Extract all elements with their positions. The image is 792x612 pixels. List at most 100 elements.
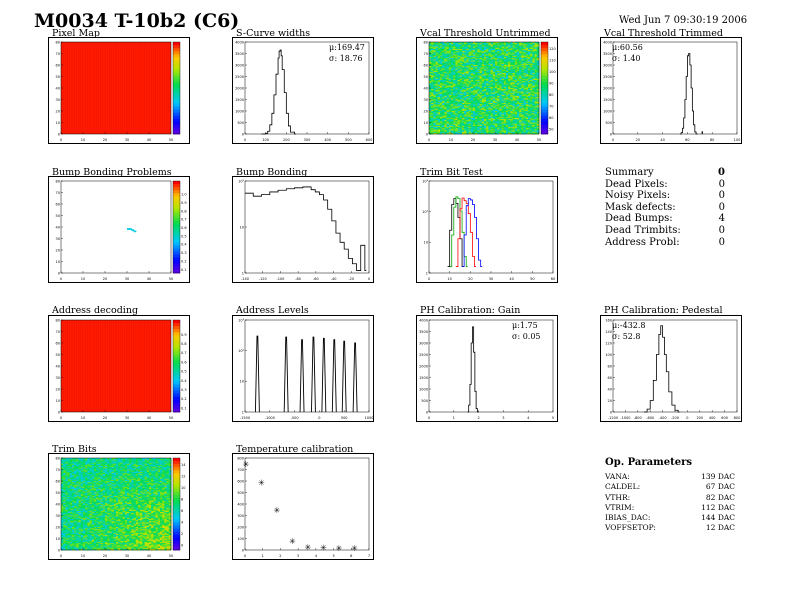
heatmap-cell xyxy=(435,74,439,76)
heatmap-cell xyxy=(486,117,489,120)
heatmap-cell xyxy=(448,121,452,123)
color-bar-segment xyxy=(173,75,180,80)
heatmap-cell xyxy=(503,77,507,80)
heatmap-cell xyxy=(67,461,71,463)
heatmap-cell xyxy=(512,129,516,131)
heatmap-cell xyxy=(528,96,531,98)
heatmap-cell xyxy=(440,61,443,63)
heatmap-cell xyxy=(437,125,441,128)
heatmap-cell xyxy=(429,68,432,70)
heatmap-cell xyxy=(466,70,469,73)
heatmap-cell xyxy=(517,96,520,98)
x-tick-label: 800 xyxy=(734,416,741,420)
heatmap-cell xyxy=(67,509,71,512)
heatmap-cell xyxy=(448,61,452,63)
heatmap-cell xyxy=(433,128,436,130)
heatmap-cell xyxy=(67,499,71,501)
heatmap-cell xyxy=(468,98,472,100)
heatmap-cell xyxy=(470,120,474,122)
heatmap-cell xyxy=(490,132,494,135)
heatmap-cell xyxy=(525,98,529,100)
heatmap-cell xyxy=(514,124,518,127)
heatmap-cell xyxy=(525,50,529,52)
heatmap-cell xyxy=(448,74,452,76)
heatmap-cell xyxy=(446,56,450,59)
heatmap-cell xyxy=(468,94,472,97)
heatmap-cell xyxy=(536,74,540,76)
heatmap-cell xyxy=(508,67,511,69)
heatmap-cell xyxy=(479,42,483,44)
heatmap-cell xyxy=(464,46,467,49)
heatmap-cell xyxy=(481,67,485,69)
heatmap-cell xyxy=(521,111,524,113)
heatmap-cell xyxy=(448,119,452,121)
heatmap-cell xyxy=(453,100,456,103)
heatmap-cell xyxy=(532,121,535,123)
heatmap-cell xyxy=(486,50,489,52)
heatmap-cell xyxy=(466,98,469,100)
heatmap-cell xyxy=(514,98,518,100)
heatmap-cell xyxy=(433,120,436,122)
heatmap-cell xyxy=(495,65,498,67)
heatmap-cell xyxy=(65,464,68,467)
heatmap-cell xyxy=(521,85,524,88)
heatmap-cell xyxy=(459,119,463,121)
x-tick-label: 10 xyxy=(81,277,85,281)
heatmap-cell xyxy=(512,59,516,61)
heatmap-cell xyxy=(462,97,465,99)
heatmap-cell xyxy=(63,512,66,514)
heatmap-cell xyxy=(497,74,500,76)
heatmap-cell xyxy=(466,108,469,111)
heatmap-cell xyxy=(457,46,461,49)
heatmap-cell xyxy=(488,82,491,84)
heatmap-cell xyxy=(451,78,454,81)
y-tick-label: 40 xyxy=(608,387,612,391)
heatmap-cell xyxy=(459,48,463,51)
heatmap-cell xyxy=(536,50,540,52)
heatmap-cell xyxy=(446,74,450,76)
heatmap-cell xyxy=(497,104,500,106)
heatmap-cell xyxy=(457,104,461,106)
address_decoding-cells xyxy=(61,320,171,412)
heatmap-cell xyxy=(486,96,489,98)
heatmap-cell xyxy=(470,76,474,78)
heatmap-cell xyxy=(429,94,432,97)
heatmap-cell xyxy=(528,113,531,115)
heatmap-cell xyxy=(446,51,450,53)
heatmap-cell xyxy=(453,83,456,85)
heatmap-cell xyxy=(521,73,524,75)
heatmap-cell xyxy=(459,46,463,49)
heatmap-cell xyxy=(433,112,436,114)
heatmap-cell xyxy=(455,67,458,69)
heatmap-cell xyxy=(481,121,485,123)
heatmap-cell xyxy=(473,124,476,127)
heatmap-cell xyxy=(464,114,467,116)
heatmap-cell xyxy=(488,79,491,82)
heatmap-cell xyxy=(519,43,522,45)
heatmap-cell xyxy=(464,132,467,135)
heatmap-cell xyxy=(448,78,452,81)
heatmap-cell xyxy=(63,527,66,529)
heatmap-cell xyxy=(440,51,443,53)
heatmap-cell xyxy=(503,65,507,67)
heatmap-cell xyxy=(462,132,465,135)
heatmap-cell xyxy=(468,74,472,76)
heatmap-cell xyxy=(501,94,505,97)
heatmap-cell xyxy=(530,55,533,58)
heatmap-cell xyxy=(67,508,71,511)
y-tick-label: 2000 xyxy=(603,86,612,90)
heatmap-cell xyxy=(63,468,66,470)
heatmap-cell xyxy=(470,44,474,46)
heatmap-cell xyxy=(486,85,489,88)
heatmap-cell xyxy=(525,67,529,69)
heatmap-cell xyxy=(506,65,509,67)
heatmap-cell xyxy=(490,100,494,103)
heatmap-cell xyxy=(517,123,520,126)
heatmap-cell xyxy=(431,99,434,101)
heatmap-cell xyxy=(466,58,469,60)
heatmap-cell xyxy=(521,123,524,126)
heatmap-cell xyxy=(466,129,469,131)
heatmap-cell xyxy=(65,546,68,548)
heatmap-cell xyxy=(464,43,467,45)
y-tick-label: 10³ xyxy=(422,179,428,183)
